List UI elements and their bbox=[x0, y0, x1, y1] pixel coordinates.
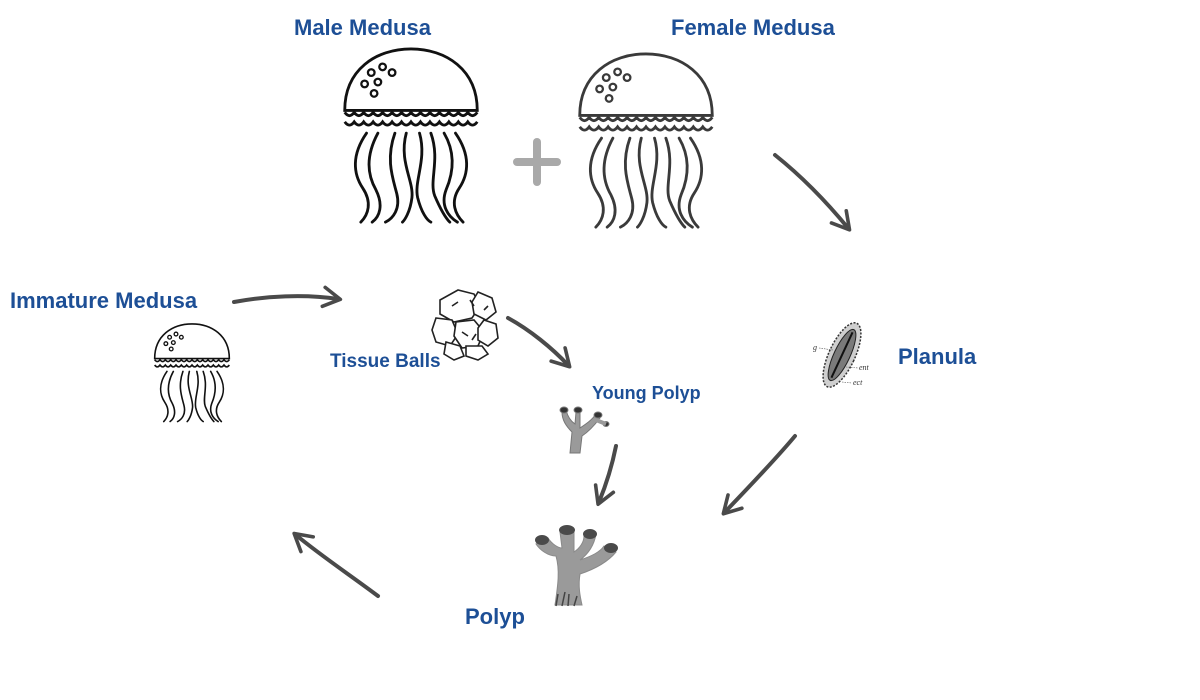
male-medusa-label: Male Medusa bbox=[294, 15, 431, 40]
immature-medusa-icon bbox=[153, 323, 231, 423]
young-polyp-icon bbox=[559, 406, 610, 454]
arrow-polyp-to-immature-medusa bbox=[292, 531, 380, 598]
planula-annotation-g: g bbox=[813, 343, 817, 352]
tissue-balls-label: Tissue Balls bbox=[330, 351, 441, 372]
planula-annotation-ect: ect bbox=[853, 378, 863, 387]
planula-annotations: g ent ect bbox=[813, 343, 870, 387]
planula-annotation-ent: ent bbox=[859, 363, 870, 372]
tissue-balls-icon bbox=[431, 289, 499, 361]
arrow-immature-medusa-to-tissue-balls bbox=[232, 285, 343, 309]
polyp-label: Polyp bbox=[465, 604, 525, 629]
arrow-young-polyp-to-polyp bbox=[593, 444, 618, 507]
arrow-tissue-balls-to-young-polyp bbox=[506, 316, 572, 369]
female-medusa-icon bbox=[578, 52, 714, 229]
planula-larva-icon bbox=[822, 322, 862, 388]
polyp-icon bbox=[535, 525, 618, 607]
arrow-medusa-to-planula bbox=[773, 153, 852, 232]
immature-medusa-label: Immature Medusa bbox=[10, 288, 198, 313]
planula-label: Planula bbox=[898, 344, 977, 369]
arrow-planula-to-polyp bbox=[721, 434, 797, 516]
male-medusa-icon bbox=[343, 47, 479, 224]
female-medusa-label: Female Medusa bbox=[671, 15, 835, 40]
plus-icon bbox=[513, 138, 561, 186]
young-polyp-label: Young Polyp bbox=[592, 383, 701, 403]
